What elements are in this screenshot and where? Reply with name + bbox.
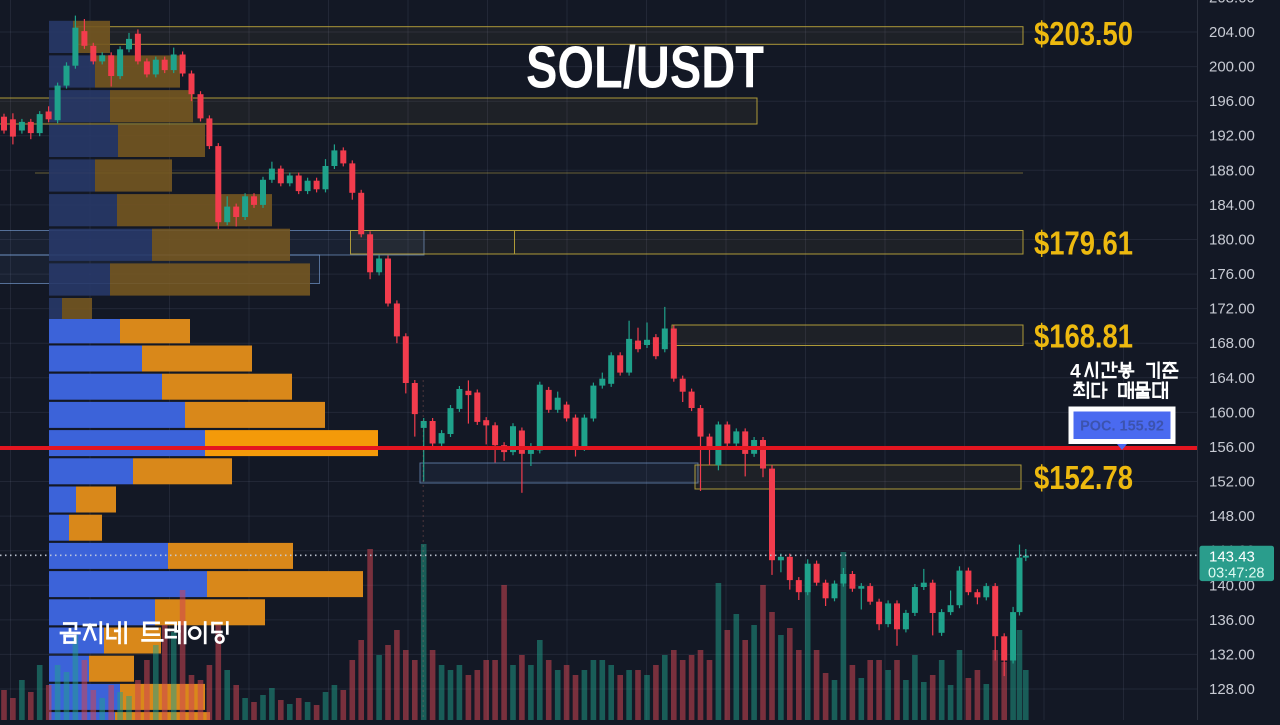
svg-text:152.00: 152.00: [1209, 474, 1255, 491]
svg-text:160.00: 160.00: [1209, 404, 1255, 421]
svg-text:128.00: 128.00: [1209, 681, 1255, 698]
svg-text:180.00: 180.00: [1209, 232, 1255, 249]
svg-text:148.00: 148.00: [1209, 508, 1255, 525]
svg-text:140.00: 140.00: [1209, 577, 1255, 594]
svg-text:200.00: 200.00: [1209, 59, 1255, 76]
svg-text:143.43: 143.43: [1209, 549, 1255, 566]
svg-text:136.00: 136.00: [1209, 612, 1255, 629]
svg-text:168.00: 168.00: [1209, 335, 1255, 352]
svg-text:208.00: 208.00: [1209, 0, 1255, 6]
svg-text:192.00: 192.00: [1209, 128, 1255, 145]
svg-text:196.00: 196.00: [1209, 93, 1255, 110]
svg-text:184.00: 184.00: [1209, 197, 1255, 214]
svg-text:03:47:28: 03:47:28: [1208, 566, 1264, 582]
svg-text:SOL/USDT: SOL/USDT: [526, 35, 764, 101]
svg-text:$179.61: $179.61: [1034, 225, 1133, 262]
svg-text:172.00: 172.00: [1209, 301, 1255, 318]
svg-text:204.00: 204.00: [1209, 24, 1255, 41]
svg-text:$203.50: $203.50: [1034, 15, 1133, 52]
svg-text:176.00: 176.00: [1209, 266, 1255, 283]
svg-text:POC. 155.92: POC. 155.92: [1080, 419, 1164, 435]
svg-text:156.00: 156.00: [1209, 439, 1255, 456]
svg-text:164.00: 164.00: [1209, 370, 1255, 387]
svg-text:4: 4: [1070, 362, 1081, 383]
svg-text:132.00: 132.00: [1209, 646, 1255, 663]
svg-text:$168.81: $168.81: [1034, 318, 1133, 355]
svg-text:$152.78: $152.78: [1034, 459, 1133, 496]
svg-text:188.00: 188.00: [1209, 162, 1255, 179]
